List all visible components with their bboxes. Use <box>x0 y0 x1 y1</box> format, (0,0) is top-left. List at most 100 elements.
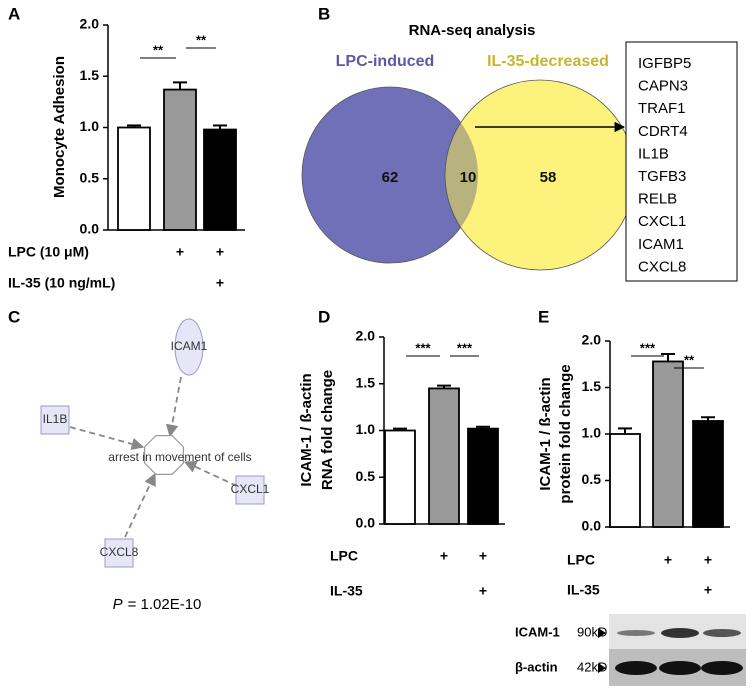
significance-label: ** <box>196 32 207 47</box>
venn-count: 10 <box>460 169 477 186</box>
y-tick-label: 0.5 <box>80 169 100 185</box>
panel-label: E <box>538 307 549 326</box>
gene-name: RELB <box>638 191 677 208</box>
venn-set-name: IL-35-decreased <box>487 53 609 70</box>
network-node-label: CXCL8 <box>100 545 139 559</box>
bar <box>163 88 197 231</box>
gene-name: CXCL1 <box>638 213 686 230</box>
y-tick-label: 2.0 <box>80 16 100 32</box>
network-node <box>174 318 204 376</box>
network-hub <box>143 434 185 476</box>
condition-mark: + <box>704 552 712 568</box>
bar <box>609 433 641 528</box>
gene-box <box>625 41 738 282</box>
significance-label: ** <box>153 42 164 57</box>
gene-name: IGFBP5 <box>638 55 691 72</box>
gene-name: CXCL8 <box>638 258 686 275</box>
bar <box>467 427 499 525</box>
bar <box>692 420 724 528</box>
y-tick-label: 0.5 <box>582 471 602 487</box>
bar <box>428 387 460 525</box>
network-node-label: IL1B <box>43 412 68 426</box>
condition-mark: + <box>664 552 672 568</box>
blot-band <box>701 661 743 675</box>
panel-label: D <box>318 307 330 326</box>
condition-label: IL-35 <box>330 583 363 599</box>
condition-mark: + <box>176 244 184 260</box>
condition-mark: + <box>479 548 487 564</box>
network-node <box>40 405 70 435</box>
blot-label: β-actin <box>515 659 558 674</box>
condition-mark: + <box>216 275 224 291</box>
condition-mark: + <box>479 583 487 599</box>
blot-band <box>617 630 655 636</box>
significance-label: *** <box>415 340 431 355</box>
condition-label: LPC (10 μM) <box>8 244 89 260</box>
panel-label: C <box>8 307 20 326</box>
network-edge <box>183 461 238 487</box>
gene-name: CDRT4 <box>638 123 688 140</box>
y-tick-label: 1.0 <box>356 421 376 437</box>
y-axis-label: Monocyte Adhesion <box>51 56 68 198</box>
panel-label: A <box>8 4 20 23</box>
network-node-label: CXCL1 <box>231 482 270 496</box>
y-axis-label: ICAM-1 / ß-actin <box>537 377 554 490</box>
p-symbol: P <box>113 596 123 613</box>
significance-label: *** <box>457 340 473 355</box>
venn-count: 62 <box>382 169 399 186</box>
y-tick-label: 0.0 <box>356 515 376 531</box>
condition-mark: + <box>704 582 712 598</box>
network-node <box>235 475 265 505</box>
venn-set-name: LPC-induced <box>336 53 435 70</box>
venn-title: RNA-seq analysis <box>409 22 536 39</box>
gene-name: TRAF1 <box>638 100 686 117</box>
y-tick-label: 1.5 <box>356 374 376 390</box>
condition-label: LPC <box>330 548 358 564</box>
y-tick-label: 0.5 <box>356 468 376 484</box>
condition-mark: + <box>216 244 224 260</box>
p-value: P = 1.02E-10 <box>113 596 202 613</box>
venn-count: 58 <box>540 169 557 186</box>
blot-band <box>703 629 741 637</box>
blot-label: ICAM-1 <box>515 624 560 639</box>
network-function: arrest in movement of cells <box>108 450 251 464</box>
bar <box>384 429 416 525</box>
gene-name: CAPN3 <box>638 78 688 95</box>
blot-band <box>615 661 657 675</box>
network-node <box>104 538 134 568</box>
condition-label: LPC <box>567 552 595 568</box>
network-edge <box>124 472 156 538</box>
y-axis-label: protein fold change <box>557 364 574 503</box>
network-edge <box>69 426 145 451</box>
y-axis-label: ICAM-1 / ß-actin <box>298 373 315 486</box>
significance-label: *** <box>640 340 656 355</box>
y-tick-label: 1.0 <box>582 425 602 441</box>
blot-band <box>659 661 701 675</box>
condition-label: IL-35 <box>567 582 600 598</box>
y-tick-label: 1.5 <box>582 378 602 394</box>
y-tick-label: 0.0 <box>582 518 602 534</box>
bar <box>117 126 151 231</box>
bar <box>652 360 684 528</box>
y-tick-label: 0.0 <box>80 221 100 237</box>
blot-arrow <box>598 628 606 638</box>
panel-label: B <box>318 4 330 23</box>
bar <box>203 128 237 231</box>
condition-mark: + <box>440 548 448 564</box>
significance-label: ** <box>684 352 695 367</box>
y-tick-label: 1.5 <box>80 67 100 83</box>
y-tick-label: 1.0 <box>80 118 100 134</box>
venn-overlap <box>444 87 478 263</box>
y-tick-label: 2.0 <box>356 328 376 344</box>
gene-name: IL1B <box>638 145 669 162</box>
p-text: = 1.02E-10 <box>128 596 202 613</box>
condition-label: IL-35 (10 ng/mL) <box>8 275 115 291</box>
y-axis-label: RNA fold change <box>319 370 336 490</box>
blot-band <box>661 628 699 638</box>
blot-arrow <box>598 663 606 673</box>
network-node-label: ICAM1 <box>171 339 208 353</box>
y-tick-label: 2.0 <box>582 332 602 348</box>
network-edge <box>165 376 182 438</box>
gene-name: TGFB3 <box>638 168 686 185</box>
